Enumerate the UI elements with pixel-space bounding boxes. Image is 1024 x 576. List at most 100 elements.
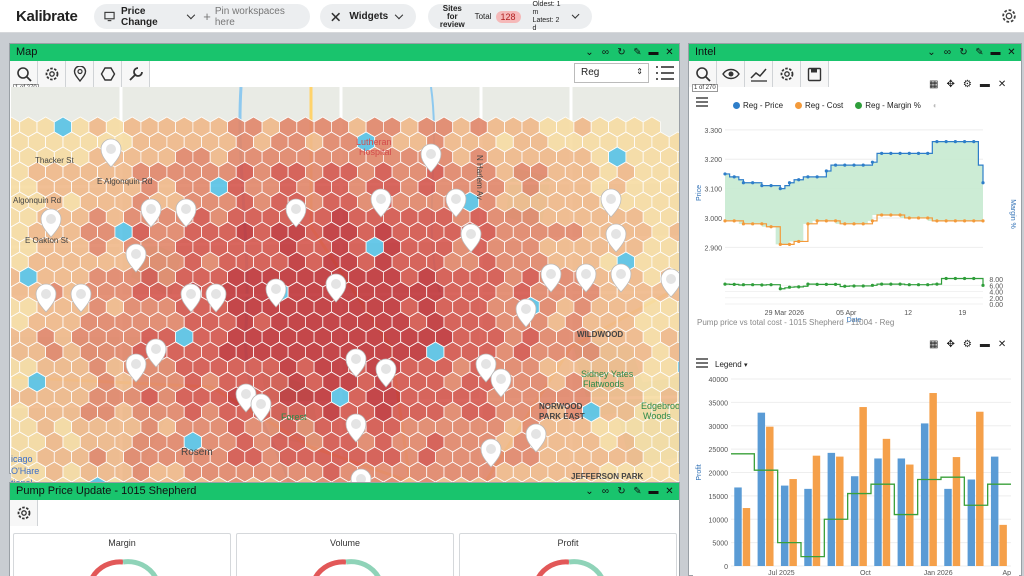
data-point[interactable]	[751, 181, 755, 185]
sites-for-review[interactable]: Sites for review Total 128 Oldest: 1 m L…	[428, 1, 592, 32]
link-icon[interactable]: ∞	[601, 47, 610, 58]
data-point[interactable]	[741, 181, 746, 185]
data-point[interactable]	[769, 184, 773, 188]
data-point[interactable]	[815, 219, 819, 223]
bar[interactable]	[952, 457, 961, 566]
bar[interactable]	[999, 524, 1007, 566]
list-icon[interactable]	[655, 64, 675, 82]
data-point[interactable]	[944, 276, 948, 281]
edit-icon[interactable]: ✎	[633, 486, 642, 497]
data-point[interactable]	[824, 219, 828, 223]
data-point[interactable]	[916, 283, 921, 287]
data-point[interactable]	[962, 219, 967, 223]
data-point[interactable]	[833, 282, 838, 286]
bar[interactable]	[906, 464, 914, 566]
data-point[interactable]	[926, 216, 930, 220]
bar[interactable]	[976, 411, 984, 566]
legend-item[interactable]: Reg - Cost	[795, 101, 843, 110]
bar[interactable]	[874, 458, 882, 566]
bar[interactable]	[780, 485, 789, 566]
data-point[interactable]	[962, 276, 967, 281]
search-button[interactable]	[689, 61, 717, 87]
map-canvas[interactable]: Thacker St Algonquin Rd E Algonquin Rd E…	[11, 87, 679, 489]
maximize-icon[interactable]: ▬	[990, 47, 1001, 58]
data-point[interactable]	[880, 282, 884, 286]
data-point[interactable]	[861, 222, 865, 226]
station-pin[interactable]	[460, 223, 482, 253]
bar[interactable]	[812, 455, 821, 566]
station-pin[interactable]	[610, 263, 632, 293]
bar[interactable]	[990, 456, 999, 566]
station-pin[interactable]	[345, 413, 367, 443]
legend-item[interactable]: Reg - Margin %	[855, 101, 921, 110]
station-pin[interactable]	[345, 348, 367, 378]
data-point[interactable]	[852, 284, 856, 288]
station-pin[interactable]	[480, 438, 502, 468]
station-pin[interactable]	[145, 338, 167, 368]
data-point[interactable]	[916, 151, 921, 155]
bar[interactable]	[920, 423, 929, 566]
data-point[interactable]	[861, 284, 865, 288]
data-point[interactable]	[806, 222, 810, 226]
station-pin[interactable]	[370, 188, 392, 218]
station-pin[interactable]	[660, 268, 679, 298]
data-point[interactable]	[972, 140, 976, 144]
data-point[interactable]	[870, 219, 875, 223]
chevron-down-icon[interactable]: ⌄	[585, 486, 594, 497]
tools-button[interactable]	[122, 61, 150, 87]
data-point[interactable]	[944, 140, 948, 144]
contrast-icon[interactable]: ◐	[932, 101, 938, 110]
station-pin[interactable]	[325, 273, 347, 303]
search-button[interactable]	[10, 61, 38, 87]
station-pin[interactable]	[250, 393, 272, 423]
station-pin[interactable]	[205, 283, 227, 313]
data-point[interactable]	[741, 222, 746, 226]
data-point[interactable]	[778, 287, 782, 291]
data-point[interactable]	[806, 282, 810, 286]
data-point[interactable]	[898, 282, 902, 286]
bar[interactable]	[734, 487, 742, 566]
bar[interactable]	[850, 476, 859, 566]
legend-item[interactable]: Reg - Price	[733, 101, 783, 110]
gear-icon[interactable]: ⚙	[962, 339, 972, 350]
data-point[interactable]	[889, 282, 893, 286]
data-point[interactable]	[843, 222, 847, 226]
data-point[interactable]	[778, 242, 782, 246]
data-point[interactable]	[898, 151, 902, 155]
maximize-icon[interactable]: ▬	[979, 79, 990, 90]
close-icon[interactable]: ✕	[997, 339, 1007, 350]
settings-gear-icon[interactable]	[1000, 7, 1018, 25]
hexagon-button[interactable]	[94, 61, 122, 87]
data-point[interactable]	[880, 151, 884, 155]
view-button[interactable]	[717, 61, 745, 87]
refresh-icon[interactable]: ↻	[617, 47, 626, 58]
data-point[interactable]	[935, 219, 939, 223]
data-point[interactable]	[962, 140, 967, 144]
bar[interactable]	[789, 479, 797, 566]
widgets-button[interactable]: Widgets	[320, 4, 416, 29]
data-point[interactable]	[787, 181, 792, 185]
data-point[interactable]	[972, 219, 976, 223]
data-point[interactable]	[787, 285, 792, 289]
refresh-icon[interactable]: ↻	[959, 47, 968, 58]
bar[interactable]	[804, 488, 812, 566]
settings-button[interactable]	[773, 61, 801, 87]
data-point[interactable]	[769, 225, 773, 229]
link-icon[interactable]: ∞	[601, 486, 610, 497]
data-point[interactable]	[833, 163, 838, 167]
data-point[interactable]	[981, 283, 985, 287]
data-point[interactable]	[907, 283, 911, 287]
link-icon[interactable]: ∞	[943, 47, 952, 58]
close-icon[interactable]: ✕	[1007, 47, 1016, 58]
move-icon[interactable]: ✥	[946, 79, 955, 90]
bar[interactable]	[897, 458, 906, 566]
settings-button[interactable]	[38, 61, 66, 87]
close-icon[interactable]: ✕	[997, 79, 1007, 90]
data-point[interactable]	[852, 163, 856, 167]
data-point[interactable]	[944, 219, 948, 223]
data-point[interactable]	[723, 219, 727, 223]
station-pin[interactable]	[490, 368, 512, 398]
save-button[interactable]	[801, 61, 829, 87]
data-point[interactable]	[760, 283, 764, 287]
data-point[interactable]	[926, 151, 930, 155]
